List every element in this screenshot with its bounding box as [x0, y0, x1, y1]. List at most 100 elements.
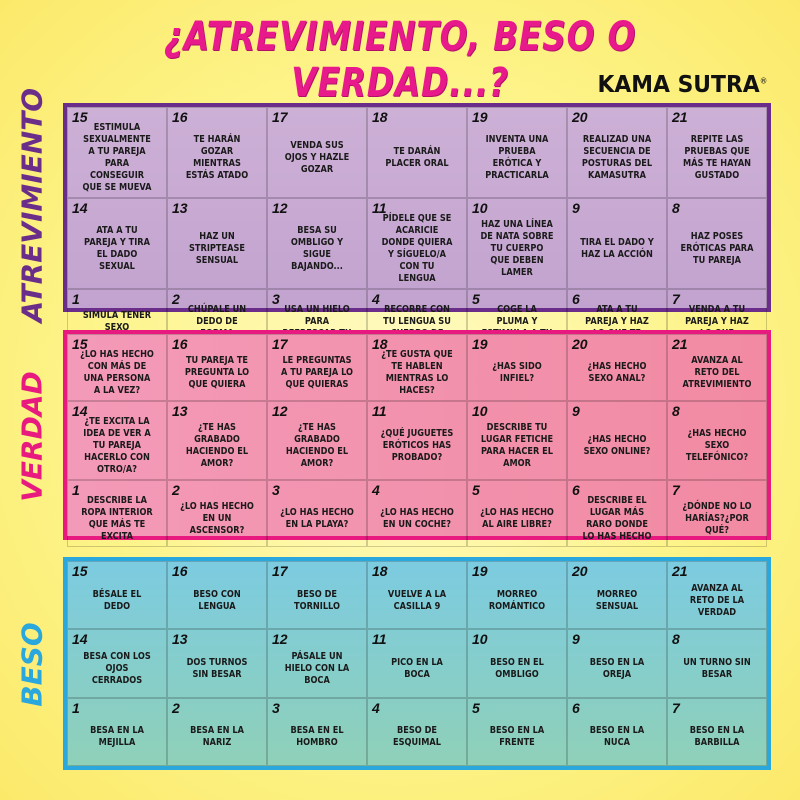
board-square[interactable]: 20 ¿Has hecho sexo anal?: [567, 334, 667, 401]
square-text: Avanza al reto del atrevimiento: [682, 355, 752, 390]
square-number: 11: [372, 200, 387, 216]
board-square[interactable]: 15 Estimula sexualmente a tu pareja para …: [67, 107, 167, 198]
square-number: 2: [172, 699, 180, 716]
board-square[interactable]: 2 ¿Lo has hecho en un ascensor?: [167, 480, 267, 547]
board-square[interactable]: 9 Tira el dado y haz la acción: [567, 198, 667, 289]
square-number: 5: [472, 699, 480, 716]
square-number: 20: [572, 336, 588, 352]
board-square[interactable]: 12 ¿Te has grabado haciendo el amor?: [267, 401, 367, 480]
square-text: Inventa una prueba erótica y practicarla: [485, 134, 549, 181]
board-square[interactable]: 19 ¿Has sido infiel?: [467, 334, 567, 401]
board-square[interactable]: 13 Haz un striptease sensual: [167, 198, 267, 289]
square-number: 6: [572, 291, 580, 307]
board-square[interactable]: 8 Un turno sin besar: [667, 629, 767, 698]
board-square[interactable]: 14 Ata a tu pareja y tira el dado sexual: [67, 198, 167, 289]
board-square[interactable]: 10 Describe tu lugar fetiche para hacer e…: [467, 401, 567, 480]
square-text: ¿Lo has hecho en un ascensor?: [180, 501, 254, 536]
board-square[interactable]: 15 Bésale el dedo: [67, 561, 167, 630]
square-text: Pico en la boca: [391, 656, 443, 680]
board-square[interactable]: 1 Describe la ropa interior que más te ex…: [67, 480, 167, 547]
square-number: 8: [672, 631, 680, 648]
square-text: Realizad una secuencia de posturas del K…: [581, 134, 653, 181]
board-square[interactable]: 6 Describe el lugar más raro donde lo has…: [567, 480, 667, 547]
board-square[interactable]: 1 Besa en la mejilla: [67, 697, 167, 766]
board-square[interactable]: 4 Beso de esquimal: [367, 697, 467, 766]
board-square[interactable]: 11 Pico en la boca: [367, 629, 467, 698]
square-number: 4: [372, 699, 380, 716]
board-square[interactable]: 19 Morreo romántico: [467, 561, 567, 630]
square-number: 21: [672, 109, 688, 125]
board-square[interactable]: 10 Haz una línea de nata sobre tu cuerpo …: [467, 198, 567, 289]
square-text: ¿Te has grabado haciendo el amor?: [185, 422, 249, 469]
square-text: Un turno sin besar: [683, 656, 751, 680]
square-number: 7: [672, 699, 680, 716]
board-square[interactable]: 21 Repite las pruebas que más te hayan gu…: [667, 107, 767, 198]
board-square[interactable]: 18 Te darán placer oral: [367, 107, 467, 198]
board-square[interactable]: 17 Venda sus ojos y hazle gozar: [267, 107, 367, 198]
board-square[interactable]: 10 Beso en el ombligo: [467, 629, 567, 698]
square-number: 13: [172, 403, 188, 419]
board-square[interactable]: 16 Tu pareja te pregunta lo que quiera: [167, 334, 267, 401]
board-square[interactable]: 19 Inventa una prueba erótica y practicar…: [467, 107, 567, 198]
board-square[interactable]: 8 Haz poses eróticas para tu pareja: [667, 198, 767, 289]
board-square[interactable]: 14 ¿Te excita la idea de ver a tu pareja …: [67, 401, 167, 480]
board-square[interactable]: 5 Beso en la frente: [467, 697, 567, 766]
board-square[interactable]: 16 Te harán gozar mientras estás atado: [167, 107, 267, 198]
square-number: 21: [672, 563, 688, 579]
board-square[interactable]: 17 Le preguntas a tu pareja lo que quiera…: [267, 334, 367, 401]
board-square[interactable]: 9 ¿Has hecho sexo online?: [567, 401, 667, 480]
square-number: 1: [72, 291, 80, 307]
board-square[interactable]: 20 Morreo sensual: [567, 561, 667, 630]
kama-sutra-logo: KAMA SUTRA®: [597, 72, 768, 98]
square-number: 3: [272, 699, 280, 716]
square-text: Estimula sexualmente a tu pareja para co…: [82, 122, 152, 193]
board-square[interactable]: 15 ¿Lo has hecho con más de una persona a…: [67, 334, 167, 401]
board-square[interactable]: 21 Avanza al reto de la verdad: [667, 561, 767, 630]
board-square[interactable]: 13 Dos turnos sin besar: [167, 629, 267, 698]
square-text: Venda sus ojos y hazle gozar: [284, 140, 350, 175]
board-square[interactable]: 12 Besa su ombligo y sigue bajando...: [267, 198, 367, 289]
square-text: Haz poses eróticas para tu pareja: [680, 231, 754, 266]
board-square[interactable]: 3 ¿Lo has hecho en la playa?: [267, 480, 367, 547]
square-number: 1: [72, 482, 80, 498]
board-square[interactable]: 20 Realizad una secuencia de posturas del…: [567, 107, 667, 198]
board-square[interactable]: 4 ¿Lo has hecho en un coche?: [367, 480, 467, 547]
square-number: 14: [72, 200, 88, 216]
square-text: Beso de tornillo: [294, 588, 340, 612]
board-square[interactable]: 8 ¿Has hecho sexo telefónico?: [667, 401, 767, 480]
board-square[interactable]: 7 Beso en la barbilla: [667, 697, 767, 766]
square-number: 11: [372, 631, 387, 648]
square-text: Beso en el ombligo: [490, 656, 544, 680]
square-text: Besa en el hombro: [290, 725, 344, 749]
square-number: 13: [172, 200, 188, 216]
board-square[interactable]: 17 Beso de tornillo: [267, 561, 367, 630]
board-square[interactable]: 18 Vuelve a la casilla 9: [367, 561, 467, 630]
board-square[interactable]: 11 ¿Qué juguetes eróticos has probado?: [367, 401, 467, 480]
board-square[interactable]: 2 Besa en la nariz: [167, 697, 267, 766]
board-square[interactable]: 12 Pásale un hielo con la boca: [267, 629, 367, 698]
board-square[interactable]: 11 Pídele que se acaricie donde quiera y …: [367, 198, 467, 289]
board-square[interactable]: 13 ¿Te has grabado haciendo el amor?: [167, 401, 267, 480]
board-square[interactable]: 5 ¿Lo has hecho al aire libre?: [467, 480, 567, 547]
square-number: 20: [572, 563, 588, 579]
board-square[interactable]: 7 ¿Dónde no lo harías?¿Por qué?: [667, 480, 767, 547]
square-text: Haz un striptease sensual: [189, 231, 245, 266]
section-label-beso: BESO: [15, 622, 49, 707]
board-square[interactable]: 9 Beso en la oreja: [567, 629, 667, 698]
board-square[interactable]: 16 Beso con lengua: [167, 561, 267, 630]
square-text: ¿Te excita la idea de ver a tu pareja ha…: [83, 416, 151, 475]
square-text: Vuelve a la casilla 9: [387, 588, 447, 612]
board-square[interactable]: 6 Beso en la nuca: [567, 697, 667, 766]
board-square[interactable]: 18 ¿Te gusta que te hablen mientras lo ha…: [367, 334, 467, 401]
board-square[interactable]: 21 Avanza al reto del atrevimiento: [667, 334, 767, 401]
square-text: Beso en la oreja: [589, 656, 645, 680]
board-square[interactable]: 3 Besa en el hombro: [267, 697, 367, 766]
square-text: Tu pareja te pregunta lo que quiera: [184, 355, 250, 390]
square-text: Repite las pruebas que más te hayan gust…: [682, 134, 752, 181]
square-number: 18: [372, 563, 388, 579]
square-number: 20: [572, 109, 588, 125]
board-square[interactable]: 14 Besa con los ojos cerrados: [67, 629, 167, 698]
square-number: 5: [472, 291, 480, 307]
square-text: ¿Lo has hecho con más de una persona a l…: [80, 349, 154, 396]
square-number: 12: [272, 403, 288, 419]
